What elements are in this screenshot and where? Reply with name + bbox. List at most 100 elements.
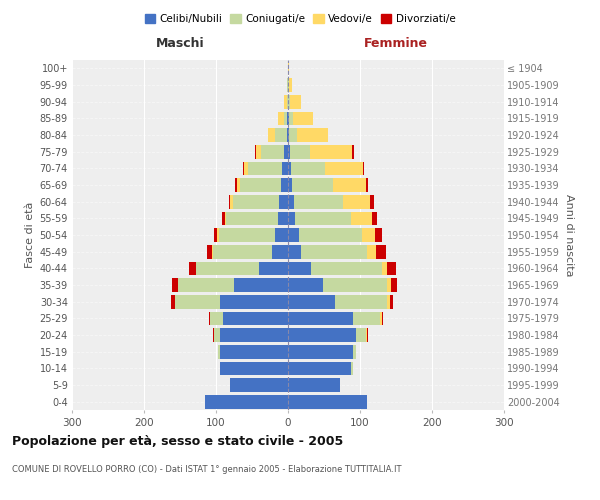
Bar bbox=[352, 145, 353, 158]
Bar bbox=[289, 128, 298, 142]
Text: Popolazione per età, sesso e stato civile - 2005: Popolazione per età, sesso e stato civil… bbox=[12, 435, 343, 448]
Bar bbox=[218, 345, 220, 358]
Bar bbox=[356, 328, 367, 342]
Bar bbox=[389, 295, 393, 308]
Bar bbox=[335, 295, 386, 308]
Bar bbox=[288, 262, 311, 275]
Bar bbox=[298, 128, 328, 142]
Bar bbox=[278, 212, 288, 225]
Bar bbox=[380, 312, 382, 325]
Bar bbox=[367, 328, 368, 342]
Bar bbox=[217, 228, 219, 242]
Y-axis label: Fasce di età: Fasce di età bbox=[25, 202, 35, 268]
Bar bbox=[223, 312, 288, 325]
Bar bbox=[234, 278, 288, 292]
Bar bbox=[310, 145, 352, 158]
Bar bbox=[291, 162, 325, 175]
Bar bbox=[262, 145, 284, 158]
Bar bbox=[288, 62, 289, 75]
Bar bbox=[275, 128, 287, 142]
Bar bbox=[288, 345, 353, 358]
Bar bbox=[214, 228, 217, 242]
Bar bbox=[196, 262, 259, 275]
Bar bbox=[290, 95, 301, 108]
Bar bbox=[288, 128, 289, 142]
Y-axis label: Anni di nascita: Anni di nascita bbox=[564, 194, 574, 276]
Bar bbox=[288, 162, 291, 175]
Bar bbox=[222, 212, 224, 225]
Bar bbox=[376, 245, 386, 258]
Bar bbox=[268, 128, 275, 142]
Bar bbox=[219, 228, 275, 242]
Bar bbox=[366, 178, 368, 192]
Bar bbox=[375, 228, 382, 242]
Bar bbox=[280, 195, 288, 208]
Bar bbox=[220, 328, 288, 342]
Bar bbox=[284, 145, 288, 158]
Bar bbox=[343, 195, 370, 208]
Bar bbox=[295, 212, 352, 225]
Bar bbox=[288, 95, 290, 108]
Bar bbox=[244, 162, 248, 175]
Bar bbox=[370, 195, 374, 208]
Bar bbox=[206, 245, 212, 258]
Bar bbox=[281, 178, 288, 192]
Bar bbox=[294, 195, 343, 208]
Bar bbox=[256, 145, 262, 158]
Bar bbox=[248, 162, 282, 175]
Text: Maschi: Maschi bbox=[155, 37, 205, 50]
Bar bbox=[172, 278, 178, 292]
Bar bbox=[209, 312, 210, 325]
Bar bbox=[214, 328, 220, 342]
Bar bbox=[213, 328, 214, 342]
Text: Femmine: Femmine bbox=[364, 37, 428, 50]
Bar bbox=[220, 295, 288, 308]
Bar bbox=[353, 345, 356, 358]
Bar bbox=[282, 162, 288, 175]
Bar bbox=[233, 195, 280, 208]
Bar bbox=[290, 145, 310, 158]
Bar bbox=[284, 112, 287, 125]
Bar bbox=[288, 378, 340, 392]
Bar bbox=[172, 295, 175, 308]
Bar bbox=[188, 262, 196, 275]
Bar bbox=[288, 312, 353, 325]
Bar bbox=[287, 78, 288, 92]
Bar bbox=[287, 95, 288, 108]
Bar bbox=[288, 145, 290, 158]
Text: COMUNE DI ROVELLO PORRO (CO) - Dati ISTAT 1° gennaio 2005 - Elaborazione TUTTITA: COMUNE DI ROVELLO PORRO (CO) - Dati ISTA… bbox=[12, 465, 401, 474]
Bar bbox=[288, 328, 356, 342]
Bar bbox=[287, 112, 288, 125]
Bar bbox=[237, 178, 240, 192]
Bar bbox=[240, 178, 281, 192]
Bar bbox=[382, 312, 383, 325]
Bar bbox=[235, 178, 237, 192]
Bar bbox=[352, 362, 353, 375]
Bar bbox=[224, 212, 226, 225]
Bar bbox=[288, 228, 299, 242]
Bar bbox=[288, 278, 323, 292]
Bar bbox=[362, 228, 375, 242]
Bar bbox=[287, 128, 288, 142]
Bar bbox=[178, 278, 234, 292]
Bar bbox=[212, 245, 213, 258]
Bar bbox=[288, 245, 301, 258]
Legend: Celibi/Nubili, Coniugati/e, Vedovi/e, Divorziati/e: Celibi/Nubili, Coniugati/e, Vedovi/e, Di… bbox=[140, 10, 460, 29]
Bar bbox=[334, 178, 366, 192]
Bar bbox=[288, 212, 295, 225]
Bar bbox=[288, 195, 294, 208]
Bar bbox=[288, 78, 289, 92]
Bar bbox=[259, 262, 288, 275]
Bar bbox=[363, 162, 364, 175]
Bar bbox=[226, 212, 278, 225]
Bar bbox=[275, 228, 288, 242]
Bar bbox=[299, 228, 362, 242]
Bar bbox=[292, 178, 334, 192]
Bar bbox=[388, 262, 396, 275]
Bar bbox=[288, 395, 367, 408]
Bar bbox=[288, 295, 335, 308]
Bar bbox=[175, 295, 220, 308]
Bar bbox=[220, 362, 288, 375]
Bar bbox=[288, 362, 352, 375]
Bar bbox=[371, 212, 377, 225]
